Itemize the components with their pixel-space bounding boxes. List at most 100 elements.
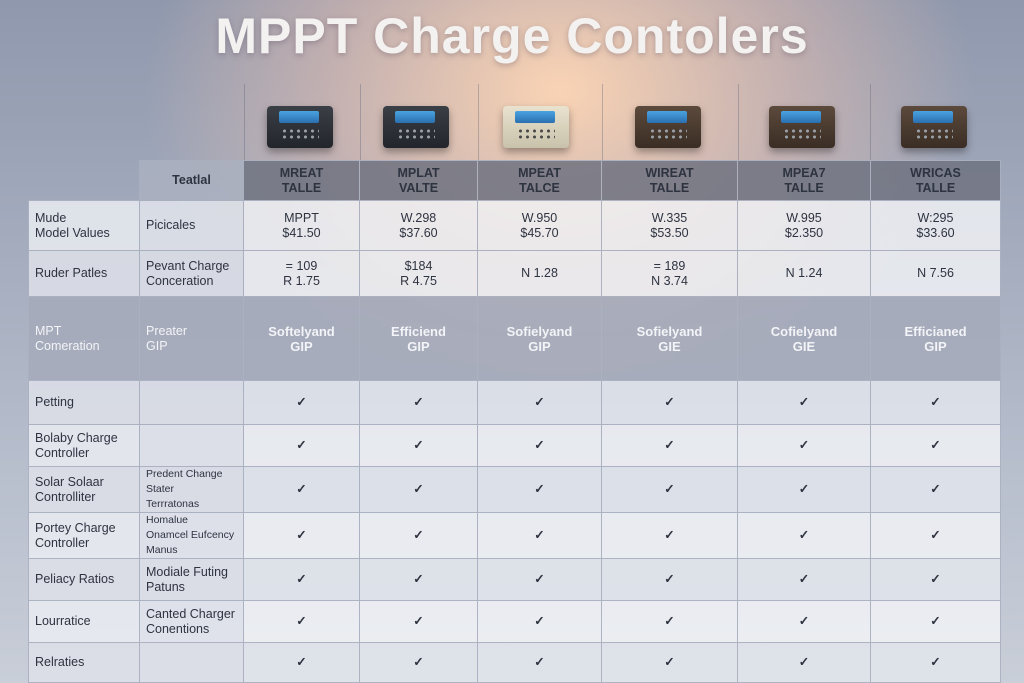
check-icon: ✓: [737, 424, 871, 467]
cell-text: Stater: [146, 483, 175, 495]
value-cell: Sofielyand GIP: [477, 296, 602, 381]
value-cell: W:295 $33.60: [870, 200, 1001, 251]
cell-text: Modiale Futing: [146, 564, 228, 579]
value-cell: $184 R 4.75: [359, 250, 478, 297]
check-icon: ✓: [477, 600, 602, 643]
row-label: Relraties: [28, 642, 140, 683]
cell-text: TALLE: [649, 180, 690, 195]
value-cell: N 1.28: [477, 250, 602, 297]
keypad: [783, 128, 821, 140]
check-icon: ✓: [477, 424, 602, 467]
cell-text: N 3.74: [651, 273, 688, 288]
check-icon: ✓: [359, 558, 478, 601]
row-sublabel: Predent Change Stater Terrratonas: [139, 466, 244, 513]
cell-text: $37.60: [399, 225, 438, 240]
check-icon: ✓: [243, 380, 360, 425]
table-row: Solar Solaar Controlliter Predent Change St…: [28, 466, 1001, 513]
row-sublabel: Pevant Charge Conceration: [139, 250, 244, 297]
cell-text: MPEAT: [518, 165, 561, 180]
check-icon: ✓: [359, 642, 478, 683]
charge-controller-image: [635, 106, 701, 148]
charge-controller-image: [503, 106, 569, 148]
cell-text: N 1.28: [521, 266, 558, 280]
cell-text: MPT: [35, 323, 62, 338]
check-icon: ✓: [737, 466, 871, 513]
check-icon: ✓: [243, 424, 360, 467]
cell-text: Patuns: [146, 579, 185, 594]
check-icon: ✓: [870, 558, 1001, 601]
row-sublabel: Modiale Futing Patuns: [139, 558, 244, 601]
cell-text: W.335: [651, 210, 688, 225]
cell-text: Model Values: [35, 225, 110, 240]
cell-text: Efficiend: [391, 323, 446, 339]
keypad: [397, 128, 435, 140]
check-icon: ✓: [870, 512, 1001, 559]
column-divider: [478, 84, 479, 162]
cell-text: GIP: [407, 338, 430, 354]
cell-text: MREAT: [279, 165, 324, 180]
cell-text: Pevant Charge: [146, 258, 230, 273]
display-screen: [913, 111, 953, 123]
cell-text: TALLE: [915, 180, 956, 195]
column-header: MREAT TALLE: [243, 160, 360, 201]
cell-text: R 1.75: [283, 273, 320, 288]
cell-text: GIE: [658, 338, 681, 354]
check-icon: ✓: [477, 466, 602, 513]
cell-text: GIP: [924, 338, 947, 354]
keypad: [649, 128, 687, 140]
cell-text: $45.70: [520, 225, 559, 240]
column-header: MPLAT VALTE: [359, 160, 478, 201]
check-icon: ✓: [737, 380, 871, 425]
cell-text: Canted Charger: [146, 606, 235, 621]
cell-text: GIP: [528, 338, 551, 354]
value-cell: Sofielyand GIE: [601, 296, 738, 381]
column-divider: [738, 84, 739, 162]
table-row: Peliacy Ratios Modiale Futing Patuns ✓ ✓ ✓ ✓ ✓ ✓: [28, 558, 1001, 601]
table-row: Petting ✓ ✓ ✓ ✓ ✓ ✓: [28, 380, 1001, 425]
value-cell: W.995 $2.350: [737, 200, 871, 251]
cell-text: = 189: [653, 258, 686, 273]
check-icon: ✓: [870, 600, 1001, 643]
cell-text: Mude: [35, 210, 67, 225]
display-screen: [781, 111, 821, 123]
value-cell: Efficianed GIP: [870, 296, 1001, 381]
value-cell: Softelyand GIP: [243, 296, 360, 381]
cell-text: Peliacy Ratios: [35, 572, 115, 586]
check-icon: ✓: [477, 380, 602, 425]
check-icon: ✓: [243, 466, 360, 513]
table-row: MPT Comeration Preater GIP Softelyand GIP Effi…: [28, 296, 1001, 381]
check-icon: ✓: [601, 600, 738, 643]
cell-text: Relraties: [35, 655, 85, 669]
column-header: MPEAT TALCE: [477, 160, 602, 201]
cell-text: Terrratonas: [146, 498, 200, 510]
cell-text: MPLAT: [397, 165, 440, 180]
cell-text: $53.50: [650, 225, 689, 240]
cell-text: Predent Change: [146, 468, 223, 480]
check-icon: ✓: [243, 642, 360, 683]
display-screen: [647, 111, 687, 123]
cell-text: MPPT: [284, 210, 319, 225]
cell-text: Lourratice: [35, 614, 91, 628]
cell-text: Controlliter: [35, 489, 96, 504]
cell-text: Comeration: [35, 338, 100, 353]
cell-text: WRICAS: [910, 165, 961, 180]
cell-text: Controller: [35, 445, 90, 460]
cell-text: Controller: [35, 535, 90, 550]
charge-controller-image: [267, 106, 333, 148]
row-sublabel: Picicales: [139, 200, 244, 251]
cell-text: VALTE: [398, 180, 439, 195]
display-screen: [395, 111, 435, 123]
value-cell: = 189 N 3.74: [601, 250, 738, 297]
check-icon: ✓: [737, 642, 871, 683]
cell-text: W.950: [521, 210, 558, 225]
value-cell: MPPT $41.50: [243, 200, 360, 251]
cell-text: Petting: [35, 395, 74, 409]
cell-text: TALCE: [519, 180, 560, 195]
check-icon: ✓: [359, 600, 478, 643]
value-cell: W.950 $45.70: [477, 200, 602, 251]
cell-text: W.298: [400, 210, 437, 225]
column-divider: [244, 84, 245, 162]
check-icon: ✓: [870, 380, 1001, 425]
check-icon: ✓: [477, 558, 602, 601]
cell-text: W.995: [786, 210, 822, 225]
